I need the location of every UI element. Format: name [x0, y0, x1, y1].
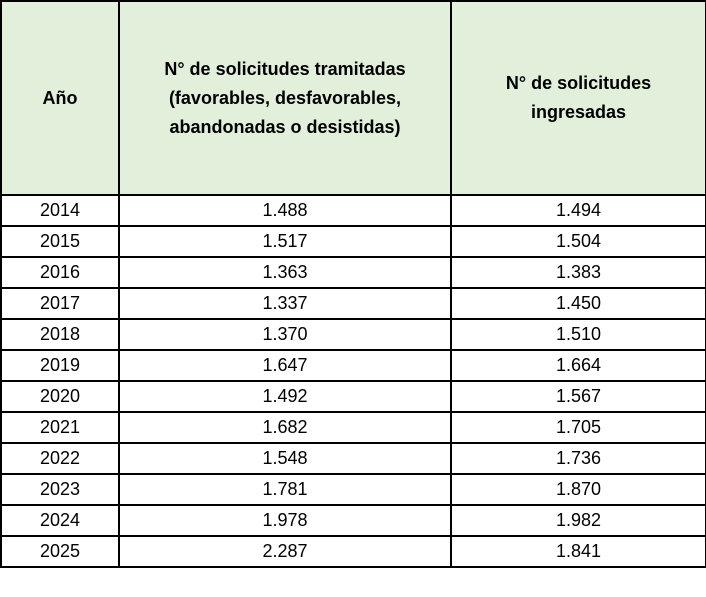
header-received-line-1: N° de solicitudes — [505, 73, 652, 93]
year-cell: 2014 — [0, 194, 120, 227]
processed-cell: 1.682 — [118, 411, 452, 444]
header-processed-line-2: (favorables, desfavorables, — [168, 87, 402, 108]
table-row: 2024 1.978 1.982 — [0, 504, 706, 537]
table-row: 2020 1.492 1.567 — [0, 380, 706, 413]
processed-cell: 1.978 — [118, 504, 452, 537]
received-cell: 1.450 — [450, 287, 706, 320]
table-row: 2017 1.337 1.450 — [0, 287, 706, 320]
header-year: Año — [0, 0, 120, 196]
table-row: 2025 2.287 1.841 — [0, 535, 706, 568]
processed-cell: 1.337 — [118, 287, 452, 320]
year-cell: 2018 — [0, 318, 120, 351]
received-cell: 1.841 — [450, 535, 706, 568]
year-cell: 2017 — [0, 287, 120, 320]
processed-cell: 1.492 — [118, 380, 452, 413]
received-cell: 1.870 — [450, 473, 706, 506]
table-row: 2014 1.488 1.494 — [0, 194, 706, 227]
table-row: 2019 1.647 1.664 — [0, 349, 706, 382]
year-cell: 2019 — [0, 349, 120, 382]
header-processed-requests: N° de solicitudes tramitadas (favorables… — [118, 0, 452, 196]
processed-cell: 1.781 — [118, 473, 452, 506]
processed-cell: 1.363 — [118, 256, 452, 289]
header-processed-line-3: abandonadas o desistidas) — [169, 116, 401, 137]
received-cell: 1.664 — [450, 349, 706, 382]
header-row: Año N° de solicitudes tramitadas (favora… — [0, 0, 706, 196]
year-cell: 2025 — [0, 535, 120, 568]
year-cell: 2015 — [0, 225, 120, 258]
processed-cell: 1.548 — [118, 442, 452, 475]
table-row: 2015 1.517 1.504 — [0, 225, 706, 258]
year-cell: 2022 — [0, 442, 120, 475]
table-row: 2016 1.363 1.383 — [0, 256, 706, 289]
year-cell: 2016 — [0, 256, 120, 289]
received-cell: 1.736 — [450, 442, 706, 475]
received-cell: 1.982 — [450, 504, 706, 537]
received-cell: 1.504 — [450, 225, 706, 258]
header-received-line-2: ingresadas — [530, 102, 627, 122]
table-row: 2018 1.370 1.510 — [0, 318, 706, 351]
table-row: 2022 1.548 1.736 — [0, 442, 706, 475]
requests-table: Año N° de solicitudes tramitadas (favora… — [0, 0, 706, 568]
table-row: 2023 1.781 1.870 — [0, 473, 706, 506]
year-cell: 2021 — [0, 411, 120, 444]
processed-cell: 1.647 — [118, 349, 452, 382]
received-cell: 1.705 — [450, 411, 706, 444]
header-received-requests: N° de solicitudes ingresadas — [450, 0, 706, 196]
received-cell: 1.567 — [450, 380, 706, 413]
received-cell: 1.383 — [450, 256, 706, 289]
received-cell: 1.494 — [450, 194, 706, 227]
table-row: 2021 1.682 1.705 — [0, 411, 706, 444]
year-cell: 2024 — [0, 504, 120, 537]
year-cell: 2023 — [0, 473, 120, 506]
processed-cell: 1.517 — [118, 225, 452, 258]
year-cell: 2020 — [0, 380, 120, 413]
processed-cell: 1.370 — [118, 318, 452, 351]
received-cell: 1.510 — [450, 318, 706, 351]
processed-cell: 2.287 — [118, 535, 452, 568]
header-processed-line-1: N° de solicitudes tramitadas — [164, 58, 406, 79]
processed-cell: 1.488 — [118, 194, 452, 227]
